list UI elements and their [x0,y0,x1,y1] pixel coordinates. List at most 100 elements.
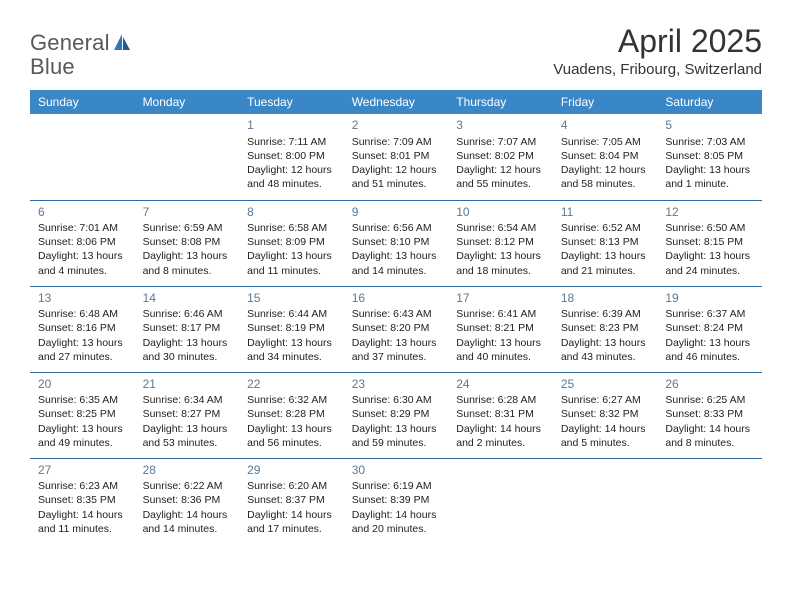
day-info: Sunrise: 6:52 AMSunset: 8:13 PMDaylight:… [561,221,650,278]
calendar-day-cell: 14Sunrise: 6:46 AMSunset: 8:17 PMDayligh… [135,286,240,372]
day-number: 22 [247,377,336,391]
calendar-day-cell: 21 Sunrise: 6:34 AMSunset: 8:27 PMDayligh… [135,372,240,458]
calendar-day-cell: 27Sunrise: 6:23 AMSunset: 8:35 PMDayligh… [30,458,135,544]
weekday-header: Saturday [657,90,762,114]
location-text: Vuadens, Fribourg, Switzerland [553,61,762,78]
day-info: Sunrise: 6:19 AMSunset: 8:39 PMDaylight:… [352,479,441,536]
calendar-day-cell: 2Sunrise: 7:09 AMSunset: 8:01 PMDaylight… [344,114,449,200]
day-number: 8 [247,205,336,219]
calendar-day-cell: 12 Sunrise: 6:50 AMSunset: 8:15 PMDayligh… [657,200,762,286]
weekday-header: Sunday [30,90,135,114]
calendar-day-cell: 24Sunrise: 6:28 AMSunset: 8:31 PMDayligh… [448,372,553,458]
day-info: Sunrise: 6:56 AMSunset: 8:10 PMDaylight:… [352,221,441,278]
calendar-day-cell: 9 Sunrise: 6:56 AMSunset: 8:10 PMDaylight… [344,200,449,286]
calendar-day-cell: 28 Sunrise: 6:22 AMSunset: 8:36 PMDayligh… [135,458,240,544]
day-info: Sunrise: 6:44 AMSunset: 8:19 PMDaylight:… [247,307,336,364]
day-info: Sunrise: 6:39 AMSunset: 8:23 PMDaylight:… [561,307,650,364]
day-info: Sunrise: 6:58 AMSunset: 8:09 PMDaylight:… [247,221,336,278]
calendar-empty-cell [30,114,135,200]
day-info: Sunrise: 6:37 AMSunset: 8:24 PMDaylight:… [665,307,754,364]
weekday-header: Thursday [448,90,553,114]
calendar-week-row: 1Sunrise: 7:11 AMSunset: 8:00 PMDaylight… [30,114,762,200]
sail-icon [112,34,132,52]
day-number: 28 [143,463,232,477]
day-info: Sunrise: 6:46 AMSunset: 8:17 PMDaylight:… [143,307,232,364]
calendar-day-cell: 15 Sunrise: 6:44 AMSunset: 8:19 PMDayligh… [239,286,344,372]
day-info: Sunrise: 7:09 AMSunset: 8:01 PMDaylight:… [352,135,441,192]
calendar-empty-cell [657,458,762,544]
day-info: Sunrise: 7:01 AMSunset: 8:06 PMDaylight:… [38,221,127,278]
month-title: April 2025 [553,24,762,59]
weekday-header: Tuesday [239,90,344,114]
day-number: 7 [143,205,232,219]
day-number: 25 [561,377,650,391]
calendar-day-cell: 16Sunrise: 6:43 AMSunset: 8:20 PMDayligh… [344,286,449,372]
calendar-empty-cell [135,114,240,200]
day-info: Sunrise: 7:05 AMSunset: 8:04 PMDaylight:… [561,135,650,192]
calendar-week-row: 20Sunrise: 6:35 AMSunset: 8:25 PMDayligh… [30,372,762,458]
day-number: 24 [456,377,545,391]
day-number: 20 [38,377,127,391]
calendar-day-cell: 25Sunrise: 6:27 AMSunset: 8:32 PMDayligh… [553,372,658,458]
day-number: 17 [456,291,545,305]
day-number: 19 [665,291,754,305]
calendar-day-cell: 26Sunrise: 6:25 AMSunset: 8:33 PMDayligh… [657,372,762,458]
calendar-day-cell: 4 Sunrise: 7:05 AMSunset: 8:04 PMDaylight… [553,114,658,200]
day-number: 13 [38,291,127,305]
title-block: April 2025 Vuadens, Fribourg, Switzerlan… [553,24,762,78]
calendar-day-cell: 13Sunrise: 6:48 AMSunset: 8:16 PMDayligh… [30,286,135,372]
day-number: 4 [561,118,650,132]
brand-logo: General [30,24,134,56]
weekday-header: Friday [553,90,658,114]
weekday-header-row: SundayMondayTuesdayWednesdayThursdayFrid… [30,90,762,114]
calendar-day-cell: 3Sunrise: 7:07 AMSunset: 8:02 PMDaylight… [448,114,553,200]
brand-word-1: General [30,30,110,56]
calendar-day-cell: 1Sunrise: 7:11 AMSunset: 8:00 PMDaylight… [239,114,344,200]
day-info: Sunrise: 7:03 AMSunset: 8:05 PMDaylight:… [665,135,754,192]
calendar-week-row: 6 Sunrise: 7:01 AMSunset: 8:06 PMDaylight… [30,200,762,286]
calendar-day-cell: 11 Sunrise: 6:52 AMSunset: 8:13 PMDayligh… [553,200,658,286]
weekday-header: Monday [135,90,240,114]
calendar-empty-cell [448,458,553,544]
calendar-week-row: 27Sunrise: 6:23 AMSunset: 8:35 PMDayligh… [30,458,762,544]
calendar-table: SundayMondayTuesdayWednesdayThursdayFrid… [30,90,762,544]
calendar-day-cell: 17 Sunrise: 6:41 AMSunset: 8:21 PMDayligh… [448,286,553,372]
calendar-week-row: 13Sunrise: 6:48 AMSunset: 8:16 PMDayligh… [30,286,762,372]
day-number: 15 [247,291,336,305]
day-number: 5 [665,118,754,132]
weekday-header: Wednesday [344,90,449,114]
calendar-day-cell: 29Sunrise: 6:20 AMSunset: 8:37 PMDayligh… [239,458,344,544]
calendar-day-cell: 19 Sunrise: 6:37 AMSunset: 8:24 PMDayligh… [657,286,762,372]
calendar-day-cell: 20Sunrise: 6:35 AMSunset: 8:25 PMDayligh… [30,372,135,458]
calendar-day-cell: 23 Sunrise: 6:30 AMSunset: 8:29 PMDayligh… [344,372,449,458]
day-info: Sunrise: 6:50 AMSunset: 8:15 PMDaylight:… [665,221,754,278]
day-number: 9 [352,205,441,219]
calendar-day-cell: 18 Sunrise: 6:39 AMSunset: 8:23 PMDayligh… [553,286,658,372]
day-info: Sunrise: 6:22 AMSunset: 8:36 PMDaylight:… [143,479,232,536]
calendar-day-cell: 6 Sunrise: 7:01 AMSunset: 8:06 PMDaylight… [30,200,135,286]
day-info: Sunrise: 6:25 AMSunset: 8:33 PMDaylight:… [665,393,754,450]
day-number: 18 [561,291,650,305]
day-number: 23 [352,377,441,391]
day-info: Sunrise: 6:20 AMSunset: 8:37 PMDaylight:… [247,479,336,536]
day-info: Sunrise: 6:34 AMSunset: 8:27 PMDaylight:… [143,393,232,450]
day-number: 6 [38,205,127,219]
day-info: Sunrise: 6:30 AMSunset: 8:29 PMDaylight:… [352,393,441,450]
day-info: Sunrise: 6:41 AMSunset: 8:21 PMDaylight:… [456,307,545,364]
calendar-empty-cell [553,458,658,544]
day-info: Sunrise: 6:32 AMSunset: 8:28 PMDaylight:… [247,393,336,450]
day-info: Sunrise: 6:54 AMSunset: 8:12 PMDaylight:… [456,221,545,278]
calendar-day-cell: 5 Sunrise: 7:03 AMSunset: 8:05 PMDaylight… [657,114,762,200]
day-number: 11 [561,205,650,219]
day-number: 30 [352,463,441,477]
calendar-day-cell: 8 Sunrise: 6:58 AMSunset: 8:09 PMDaylight… [239,200,344,286]
day-info: Sunrise: 6:43 AMSunset: 8:20 PMDaylight:… [352,307,441,364]
calendar-day-cell: 7Sunrise: 6:59 AMSunset: 8:08 PMDaylight… [135,200,240,286]
calendar-day-cell: 10Sunrise: 6:54 AMSunset: 8:12 PMDayligh… [448,200,553,286]
calendar-day-cell: 22 Sunrise: 6:32 AMSunset: 8:28 PMDayligh… [239,372,344,458]
day-number: 12 [665,205,754,219]
day-info: Sunrise: 7:07 AMSunset: 8:02 PMDaylight:… [456,135,545,192]
brand-word-2: Blue [30,54,75,80]
page-header: General April 2025 Vuadens, Fribourg, Sw… [30,24,762,78]
day-number: 21 [143,377,232,391]
